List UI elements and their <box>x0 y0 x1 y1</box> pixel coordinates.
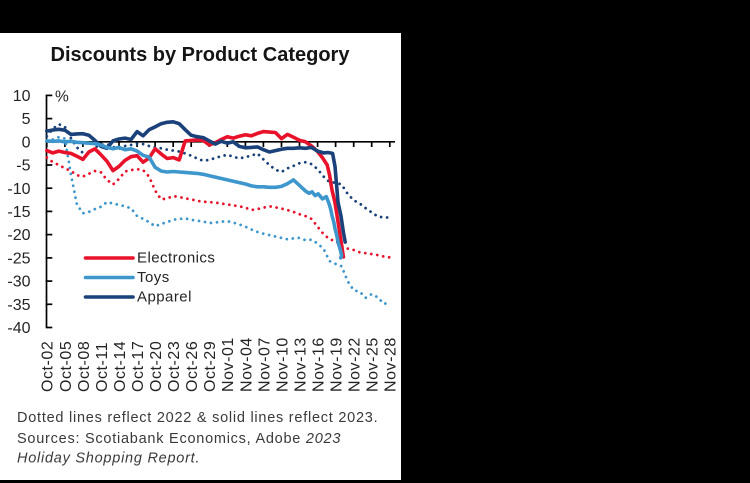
svg-text:5: 5 <box>22 111 31 128</box>
svg-text:Toys: Toys <box>137 269 170 286</box>
svg-text:-35: -35 <box>7 297 30 314</box>
svg-text:%: % <box>55 89 69 106</box>
svg-text:0: 0 <box>22 134 31 151</box>
svg-text:Nov-10: Nov-10 <box>274 337 291 392</box>
svg-text:Nov-16: Nov-16 <box>311 337 328 392</box>
svg-text:Oct-05: Oct-05 <box>58 341 75 392</box>
svg-text:-5: -5 <box>16 158 30 175</box>
svg-text:Oct-02: Oct-02 <box>40 341 57 392</box>
svg-text:Oct-14: Oct-14 <box>112 341 129 392</box>
svg-text:Oct-29: Oct-29 <box>202 341 219 392</box>
svg-text:-15: -15 <box>7 204 30 221</box>
svg-text:Discounts by Product Category: Discounts by Product Category <box>51 44 351 66</box>
svg-text:Nov-19: Nov-19 <box>329 337 346 392</box>
svg-text:-20: -20 <box>7 227 30 244</box>
svg-text:-25: -25 <box>7 251 30 268</box>
svg-text:Oct-11: Oct-11 <box>94 342 111 392</box>
svg-text:Nov-01: Nov-01 <box>220 337 237 392</box>
svg-text:Sources: Scotiabank Economics,: Sources: Scotiabank Economics, Adobe 202… <box>17 431 341 447</box>
svg-text:Nov-28: Nov-28 <box>383 337 400 392</box>
svg-text:Nov-04: Nov-04 <box>238 337 255 392</box>
svg-text:Nov-22: Nov-22 <box>347 337 364 392</box>
svg-text:Oct-08: Oct-08 <box>76 341 93 392</box>
svg-text:Electronics: Electronics <box>137 249 215 266</box>
svg-text:Holiday Shopping Report.: Holiday Shopping Report. <box>17 451 200 467</box>
svg-text:10: 10 <box>13 88 31 105</box>
svg-text:Apparel: Apparel <box>137 288 192 305</box>
svg-text:-10: -10 <box>7 181 30 198</box>
svg-text:Oct-26: Oct-26 <box>184 341 201 392</box>
svg-text:-30: -30 <box>7 274 30 291</box>
svg-text:Oct-20: Oct-20 <box>148 341 165 392</box>
svg-text:Nov-25: Nov-25 <box>365 337 382 392</box>
svg-text:-40: -40 <box>7 320 30 337</box>
svg-text:Nov-07: Nov-07 <box>256 337 273 392</box>
svg-text:Oct-23: Oct-23 <box>166 341 183 392</box>
svg-text:Nov-13: Nov-13 <box>292 337 309 392</box>
svg-text:Dotted lines reflect 2022 & so: Dotted lines reflect 2022 & solid lines … <box>17 410 378 426</box>
svg-text:Oct-17: Oct-17 <box>130 341 147 392</box>
